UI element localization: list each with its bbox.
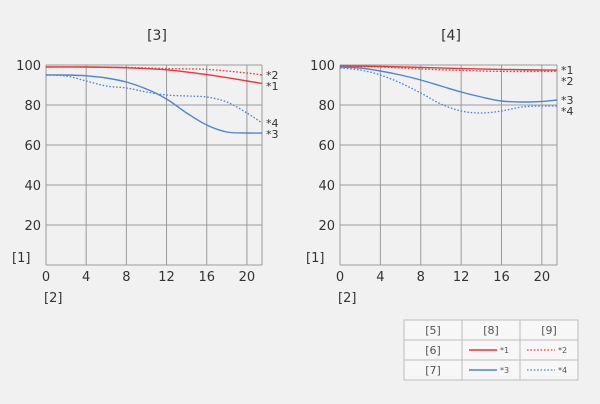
y-tick-label: 20 <box>318 219 335 234</box>
x-axis-label: [2] <box>44 291 62 306</box>
chart-title: [3] <box>147 28 167 44</box>
x-axis-label: [2] <box>338 291 356 306</box>
x-tick-label: 20 <box>239 270 256 285</box>
x-tick-label: 4 <box>376 270 384 285</box>
x-tick-label: 8 <box>417 270 425 285</box>
y-axis-label: [1] <box>306 251 324 266</box>
series-line <box>45 74 263 134</box>
series-label: *3 <box>266 128 279 141</box>
legend-header: [5] <box>425 324 441 337</box>
x-tick-label: 16 <box>493 270 510 285</box>
series-label: *4 <box>266 117 279 130</box>
series-line <box>339 66 558 103</box>
y-tick-label: 40 <box>318 179 335 194</box>
series-label: *3 <box>561 94 574 107</box>
y-tick-label: 40 <box>24 179 41 194</box>
y-tick-label: 80 <box>24 99 41 114</box>
y-tick-label: 100 <box>310 59 335 74</box>
series-label: *1 <box>561 64 574 77</box>
y-tick-label: 60 <box>318 139 335 154</box>
series-line <box>339 65 557 73</box>
legend-dotted-label: *4 <box>558 366 567 375</box>
legend-table: [5] [8] [9] [6] *1 *2 [7] *3 *4 <box>403 319 579 381</box>
series-label: *2 <box>266 69 279 82</box>
chart-2: 0 4 8 12 16 20 20 40 60 80 100 [4] [1] [2] *1*2 *3*4 <box>306 28 574 306</box>
x-tick-label: 12 <box>453 270 470 285</box>
grid <box>340 64 557 265</box>
legend-solid-label: *3 <box>500 366 509 375</box>
series-line <box>45 66 263 76</box>
x-tick-label: 20 <box>534 270 551 285</box>
legend-header: [8] <box>483 324 499 337</box>
series-line <box>339 65 558 71</box>
chart-1: 0 4 8 12 16 20 20 40 60 80 100 [3] [1] [2] *2*1 *4*3 <box>12 28 279 306</box>
y-tick-label: 100 <box>16 59 41 74</box>
legend-row-label: [6] <box>425 344 441 357</box>
y-axis-label: [1] <box>12 251 30 266</box>
legend-solid-label: *1 <box>500 346 509 355</box>
series-line <box>339 67 558 114</box>
series-line <box>45 66 263 85</box>
x-tick-label: 0 <box>42 270 50 285</box>
chart-title: [4] <box>441 28 461 44</box>
x-tick-label: 4 <box>82 270 90 285</box>
legend-header: [9] <box>541 324 557 337</box>
y-tick-label: 20 <box>24 219 41 234</box>
x-tick-label: 8 <box>122 270 130 285</box>
y-tick-label: 60 <box>24 139 41 154</box>
x-tick-label: 12 <box>158 270 175 285</box>
x-tick-label: 16 <box>198 270 215 285</box>
series-label: *1 <box>266 80 279 93</box>
series-label: *4 <box>561 105 574 118</box>
grid <box>46 64 262 265</box>
legend-dotted-label: *2 <box>558 346 567 355</box>
series-label: *2 <box>561 75 574 88</box>
series-line <box>45 74 263 124</box>
legend-row-label: [7] <box>425 364 441 377</box>
y-tick-label: 80 <box>318 99 335 114</box>
x-tick-label: 0 <box>336 270 344 285</box>
